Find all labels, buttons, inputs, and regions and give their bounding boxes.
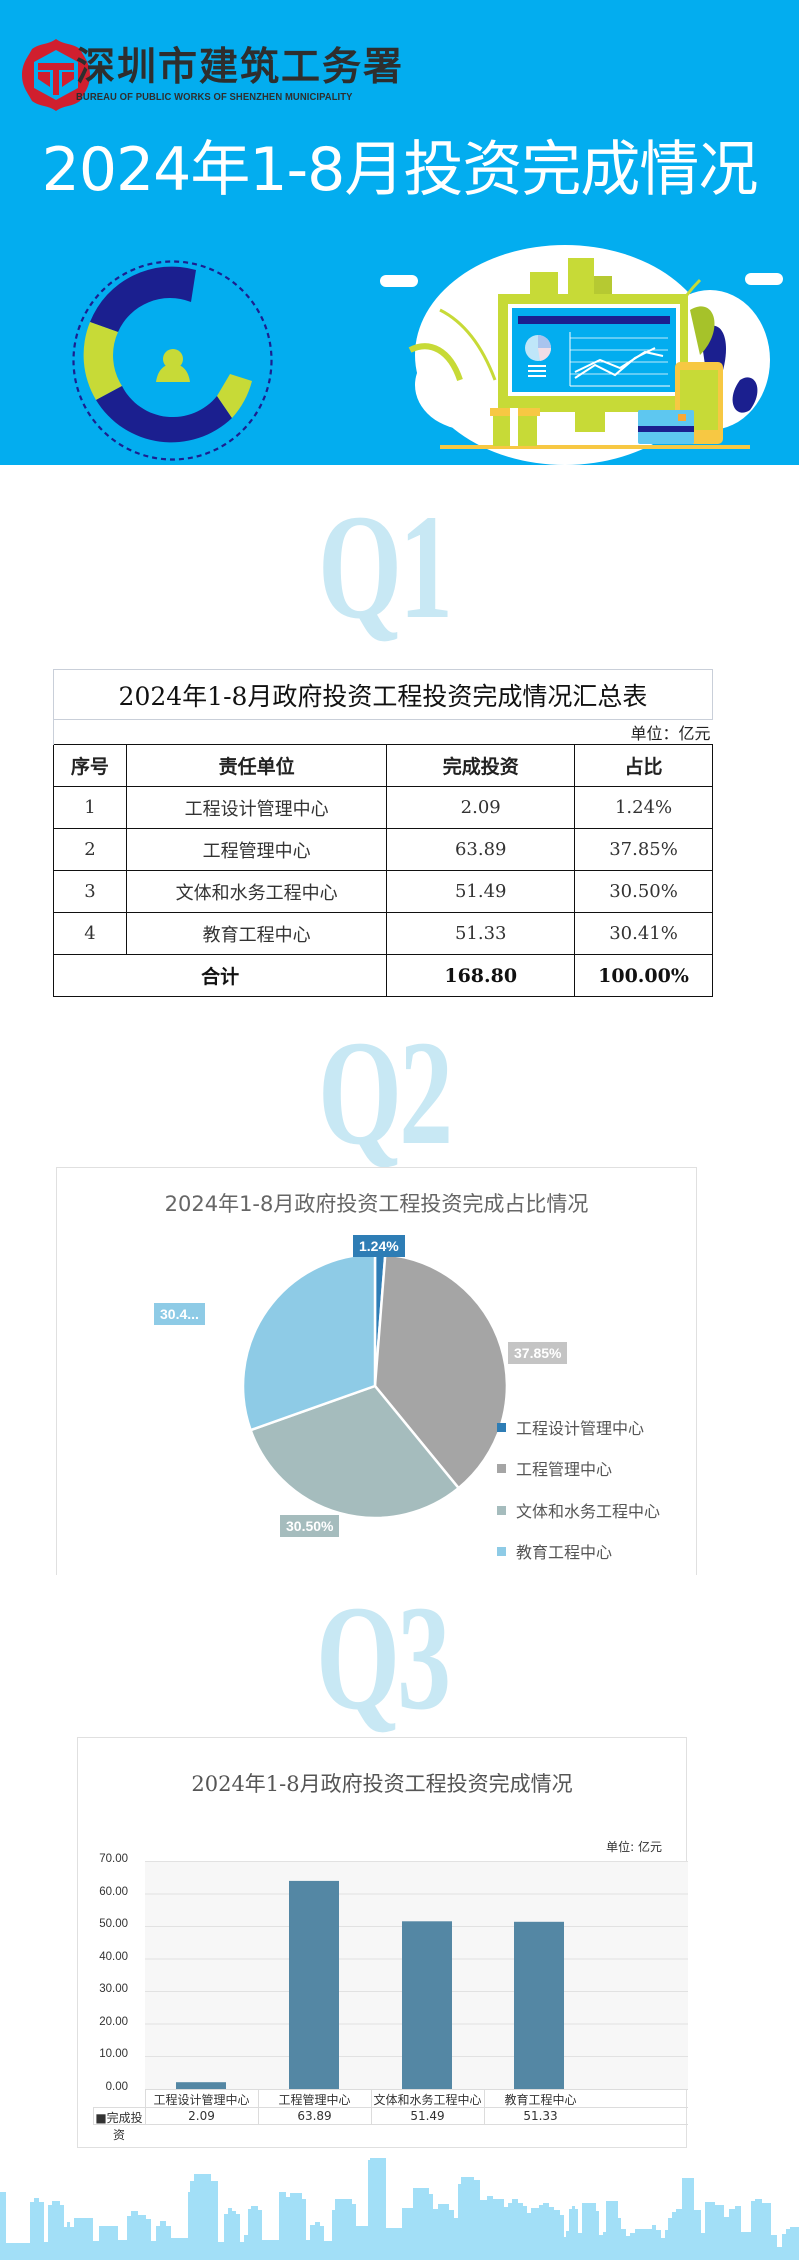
col-header-invest: 完成投资	[386, 744, 576, 787]
bar-chart-unit: 单位: 亿元	[606, 1840, 662, 1854]
cell-share: 30.50%	[574, 870, 713, 913]
table-row: 2 工程管理中心 63.89 37.85%	[53, 828, 713, 871]
legend-swatch	[497, 1463, 506, 1473]
y-tick: 0.00	[105, 2081, 128, 2093]
cell-share: 1.24%	[574, 786, 713, 829]
pie-chart-title: 2024年1-8月政府投资工程投资完成占比情况	[164, 1192, 589, 1216]
cell-no: 3	[53, 870, 127, 913]
col-header-no: 序号	[53, 744, 127, 787]
city-skyline-illustration	[0, 2158, 799, 2260]
computer-dashboard-illustration	[380, 245, 783, 465]
bar-chart-plot	[93, 1861, 688, 2125]
table-unit: 单位：亿元	[53, 719, 713, 745]
bureau-logo-icon	[22, 39, 90, 111]
cell-invest: 51.33	[386, 912, 576, 955]
x-category: 工程管理中心	[278, 2093, 351, 2107]
cell-invest: 2.09	[386, 786, 576, 829]
y-tick: 40.00	[99, 1951, 128, 1963]
cell-no: 1	[53, 786, 127, 829]
table-row: 4 教育工程中心 51.33 30.41%	[53, 912, 713, 955]
table-header-row: 序号 责任单位 完成投资 占比	[53, 744, 713, 787]
series-label: ■完成投资	[93, 2109, 145, 2143]
cell-share: 30.41%	[574, 912, 713, 955]
legend-label: 工程设计管理中心	[516, 1419, 645, 1438]
legend-item: 教育工程中心	[497, 1539, 612, 1563]
section-q3-heading: Q3	[316, 1575, 451, 1741]
pie-label-3: 30.50%	[280, 1515, 340, 1537]
total-share: 100.00%	[574, 954, 713, 997]
legend-label: 工程管理中心	[516, 1460, 613, 1479]
pie-label-2: 37.85%	[508, 1342, 568, 1364]
cell-unit: 教育工程中心	[125, 912, 388, 955]
table-row: 3 文体和水务工程中心 51.49 30.50%	[53, 870, 713, 913]
section-q1-heading: Q1	[318, 484, 453, 650]
pie-chart-plot	[241, 1252, 509, 1520]
x-category: 文体和水务工程中心	[373, 2093, 482, 2107]
y-tick: 30.00	[99, 1983, 128, 1995]
series-label-text: ■完成投资	[95, 2111, 143, 2142]
data-table-value: 2.09	[188, 2109, 215, 2123]
x-category: 工程设计管理中心	[153, 2093, 250, 2107]
legend-item: 工程设计管理中心	[497, 1415, 644, 1439]
cell-invest: 63.89	[386, 828, 576, 871]
cell-invest: 51.49	[386, 870, 576, 913]
cell-share: 37.85%	[574, 828, 713, 871]
pie-label-1: 1.24%	[353, 1235, 405, 1257]
x-category: 教育工程中心	[504, 2093, 577, 2107]
donut-person-illustration	[72, 260, 273, 461]
summary-table: 2024年1-8月政府投资工程投资完成情况汇总表 单位：亿元 序号 责任单位 完…	[52, 669, 713, 997]
col-header-share: 占比	[574, 744, 713, 787]
bar-chart-title: 2024年1-8月政府投资工程投资完成情况	[191, 1772, 573, 1796]
y-tick: 20.00	[99, 2016, 128, 2028]
cell-unit: 工程设计管理中心	[125, 786, 388, 829]
total-label: 合计	[52, 954, 388, 997]
data-table-value: 51.33	[523, 2109, 558, 2123]
table-total-row: 合计 168.80 100.00%	[52, 954, 713, 997]
y-tick: 50.00	[99, 1918, 128, 1930]
cell-unit: 工程管理中心	[125, 828, 388, 871]
y-tick: 70.00	[99, 1853, 128, 1865]
legend-swatch	[497, 1422, 506, 1432]
table-title: 2024年1-8月政府投资工程投资完成情况汇总表	[53, 669, 713, 720]
total-invest: 168.80	[386, 954, 576, 997]
table-row: 1 工程设计管理中心 2.09 1.24%	[53, 786, 713, 829]
page-title: 2024年1-8月投资完成情况	[41, 135, 759, 205]
legend-label: 文体和水务工程中心	[516, 1502, 661, 1521]
col-header-unit: 责任单位	[125, 744, 388, 787]
legend-swatch	[497, 1546, 506, 1556]
section-q2-heading: Q2	[318, 1010, 453, 1176]
y-tick: 10.00	[99, 2048, 128, 2060]
data-table-value: 51.49	[410, 2109, 445, 2123]
legend-label: 教育工程中心	[516, 1543, 613, 1562]
legend-item: 文体和水务工程中心	[497, 1498, 660, 1522]
pie-chart: 2024年1-8月政府投资工程投资完成占比情况 1.24% 37.85% 30.…	[56, 1167, 697, 1575]
pie-label-4: 30.4...	[154, 1303, 205, 1325]
legend-swatch	[497, 1505, 506, 1515]
org-name-en: BUREAU OF PUBLIC WORKS OF SHENZHEN MUNIC…	[76, 91, 353, 103]
cell-no: 4	[53, 912, 127, 955]
y-tick: 60.00	[99, 1886, 128, 1898]
legend-item: 工程管理中心	[497, 1456, 612, 1480]
data-table-value: 63.89	[297, 2109, 332, 2123]
bar-chart: 2024年1-8月政府投资工程投资完成情况 单位: 亿元	[77, 1737, 688, 2148]
cell-unit: 文体和水务工程中心	[125, 870, 388, 913]
org-name-cn: 深圳市建筑工务署	[76, 45, 405, 90]
cell-no: 2	[53, 828, 127, 871]
